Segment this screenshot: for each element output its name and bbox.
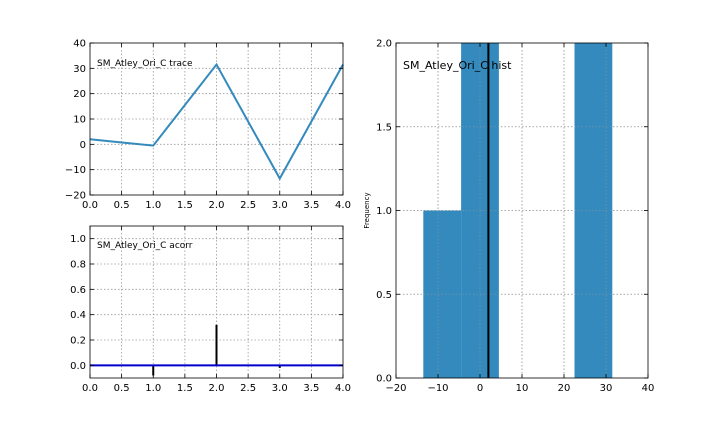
acorr-xtick-label: 1.5 <box>177 383 193 394</box>
hist-ytick-label: 0.0 <box>376 374 392 385</box>
hist-ytick-label: 1.0 <box>376 206 392 217</box>
hist-ylabel: Frequency <box>363 192 371 228</box>
acorr-ytick-label: 0.4 <box>70 310 86 321</box>
trace-ytick-label: 10 <box>73 115 86 126</box>
trace-title: SM_Atley_Ori_C trace <box>97 59 193 69</box>
acorr-ytick-label: 0.2 <box>70 336 86 347</box>
trace-xtick-label: 0.5 <box>114 200 130 211</box>
hist-xtick-label: −20 <box>385 383 406 394</box>
hist-ytick-label: 1.5 <box>376 122 392 133</box>
hist-xtick-label: 30 <box>600 383 613 394</box>
hist-xtick-label: 20 <box>558 383 571 394</box>
acorr-xtick-label: 3.0 <box>272 383 288 394</box>
trace-xtick-label: 2.0 <box>209 200 225 211</box>
acorr-xtick-label: 2.0 <box>209 383 225 394</box>
acorr-xtick-label: 1.0 <box>145 383 161 394</box>
trace-xtick-label: 0.0 <box>82 200 98 211</box>
hist-title: SM_Atley_Ori_C hist <box>403 59 512 72</box>
trace-ytick-label: 40 <box>73 39 86 50</box>
trace-xtick-label: 2.5 <box>240 200 256 211</box>
acorr-ytick-label: 0.0 <box>70 361 86 372</box>
acorr-ytick-label: 1.0 <box>70 234 86 245</box>
acorr-xtick-label: 0.0 <box>82 383 98 394</box>
trace-xtick-label: 1.5 <box>177 200 193 211</box>
trace-xtick-label: 1.0 <box>145 200 161 211</box>
trace-ytick-label: −20 <box>65 191 86 202</box>
trace-xtick-label: 4.0 <box>335 200 351 211</box>
acorr-xtick-label: 4.0 <box>335 383 351 394</box>
trace-xtick-label: 3.0 <box>272 200 288 211</box>
acorr-xtick-label: 2.5 <box>240 383 256 394</box>
hist-ytick-label: 0.5 <box>376 290 392 301</box>
trace-xtick-label: 3.5 <box>303 200 319 211</box>
hist-xtick-label: 0 <box>477 383 483 394</box>
hist-ytick-label: 2.0 <box>376 39 392 50</box>
trace-ytick-label: 30 <box>73 64 86 75</box>
acorr-title: SM_Atley_Ori_C acorr <box>97 241 193 251</box>
acorr-ytick-label: 0.6 <box>70 285 86 296</box>
acorr-ytick-label: 0.8 <box>70 260 86 271</box>
hist-xtick-label: −10 <box>427 383 448 394</box>
hist-xtick-label: 10 <box>516 383 529 394</box>
hist-xtick-label: 40 <box>642 383 655 394</box>
trace-ytick-label: −10 <box>65 165 86 176</box>
acorr-xtick-label: 3.5 <box>303 383 319 394</box>
trace-ytick-label: 0 <box>80 140 86 151</box>
acorr-xtick-label: 0.5 <box>114 383 130 394</box>
trace-ytick-label: 20 <box>73 89 86 100</box>
